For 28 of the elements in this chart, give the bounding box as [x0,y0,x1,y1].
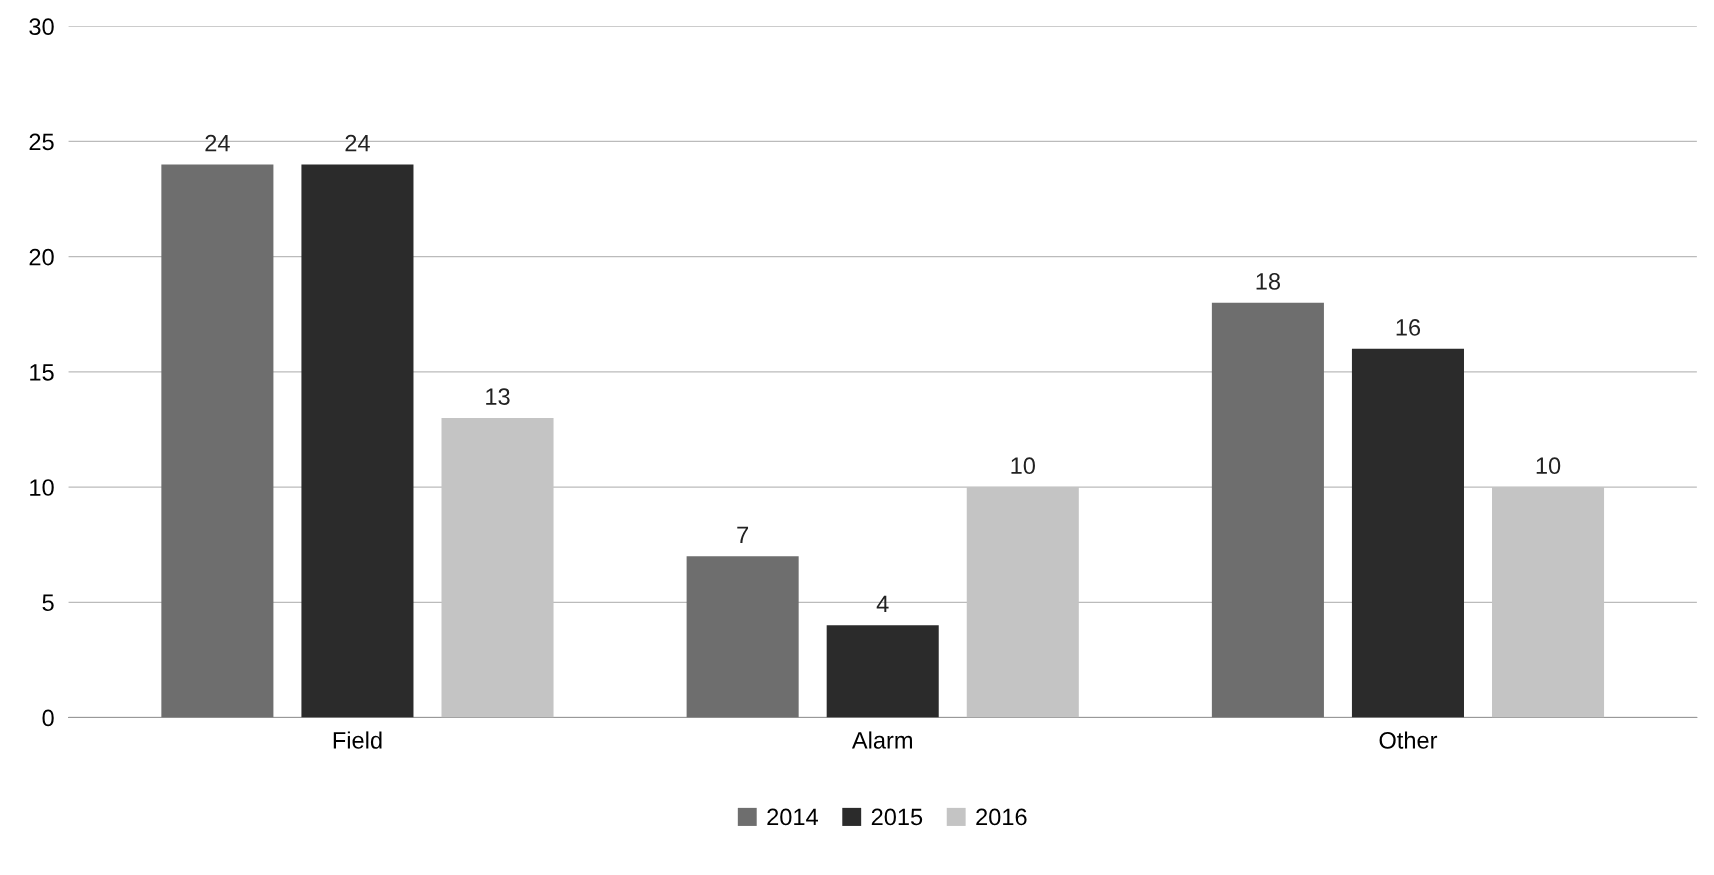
bar [1351,348,1464,718]
data-label: 18 [1256,273,1281,290]
y-tick-label: 20 [29,248,54,266]
bar [1211,302,1324,718]
bar [301,164,414,718]
bar [686,556,799,718]
data-label: 24 [205,134,230,152]
y-tick-label: 10 [30,479,54,496]
data-label: 24 [345,134,370,152]
y-tick-label: 0 [42,709,54,727]
y-tick-label: 15 [30,364,54,381]
data-label: 10 [1536,457,1561,475]
y-tick-label: 30 [29,18,54,36]
bar [161,164,274,718]
x-tick-label: Field [333,731,382,749]
x-tick-label: Alarm [851,731,912,749]
data-label: 16 [1396,319,1421,336]
data-label: 10 [1011,457,1035,475]
legend-label: 2016 [976,808,1027,826]
data-label: 7 [737,526,749,543]
x-tick-label: Other [1379,731,1438,749]
data-label: 13 [486,388,510,405]
legend-label: 2014 [767,808,818,826]
legend-label: 2015 [871,808,923,826]
bar [826,625,939,718]
data-label: 4 [876,595,889,613]
y-tick-label: 5 [42,594,54,612]
y-tick-label: 25 [29,133,54,151]
